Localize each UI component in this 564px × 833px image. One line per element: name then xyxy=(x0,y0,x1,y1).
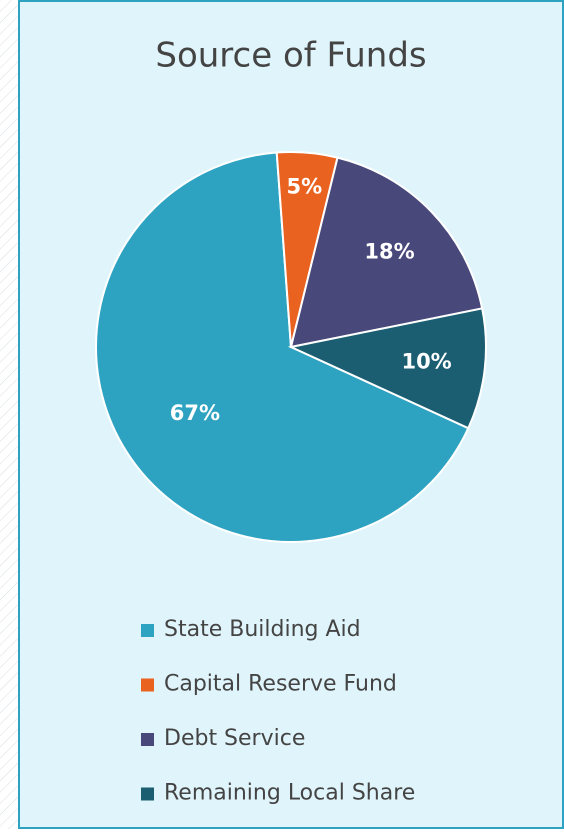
data-label: 5% xyxy=(287,175,323,199)
pie-slice xyxy=(95,151,470,543)
legend-label: Remaining Local Share xyxy=(164,781,415,806)
legend-swatch xyxy=(141,787,154,801)
legend-swatch xyxy=(141,678,154,692)
legend-label: Debt Service xyxy=(164,726,305,751)
pie-slice xyxy=(287,307,487,430)
legend-swatch xyxy=(141,624,154,637)
data-label: 18% xyxy=(364,240,414,264)
legend-swatch xyxy=(141,733,154,746)
legend-label: Capital Reserve Fund xyxy=(164,672,397,697)
data-label: 10% xyxy=(401,350,451,374)
legend-label: State Building Aid xyxy=(164,617,361,642)
data-label: 67% xyxy=(170,401,220,425)
pie-slice xyxy=(289,156,484,349)
chart-title: Source of Funds xyxy=(155,36,426,76)
